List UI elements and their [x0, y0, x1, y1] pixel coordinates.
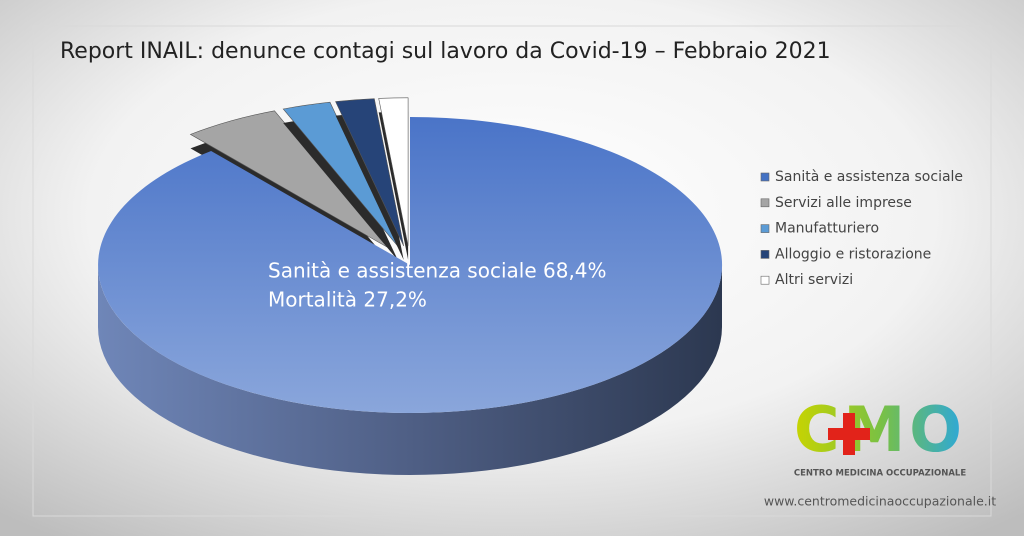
- legend-swatch: [760, 250, 770, 259]
- legend-label: Altri servizi: [775, 272, 853, 288]
- legend: Sanità e assistenza sociale Servizi alle …: [760, 169, 963, 288]
- slice: [98, 116, 723, 413]
- legend-label: Manufatturiero: [775, 221, 879, 237]
- legend-swatch: [760, 172, 770, 182]
- annotation: Mortalità 27,2%: [268, 288, 427, 312]
- slice: [282, 101, 399, 247]
- slice: [378, 97, 409, 246]
- legend-label: Alloggio e ristorazione: [775, 246, 931, 262]
- url: www.centromedicinaoccupazionale.it: [764, 494, 996, 509]
- legend-label: Sanità e assistenza sociale: [775, 169, 963, 185]
- slice-side: [98, 265, 722, 475]
- legend-swatch: [760, 275, 770, 285]
- slice: [189, 110, 390, 249]
- pie: [98, 97, 723, 475]
- slice-side: [335, 112, 404, 260]
- annotation: Sanità e assistenza sociale 68,4%: [268, 259, 607, 283]
- chart-title: Report INAIL: denunce contagi sul lavoro…: [60, 39, 831, 64]
- legend-swatch: [760, 224, 770, 233]
- slice-side: [283, 116, 399, 261]
- logo: CMO: [794, 393, 966, 466]
- legend-label: Servizi alle imprese: [775, 195, 912, 211]
- logo-tagline: CENTRO MEDICINA OCCUPAZIONALE: [794, 469, 967, 479]
- legend-swatch: [760, 198, 770, 208]
- logo-cross: [828, 413, 870, 455]
- frame: [32, 25, 992, 517]
- slice: [335, 98, 404, 247]
